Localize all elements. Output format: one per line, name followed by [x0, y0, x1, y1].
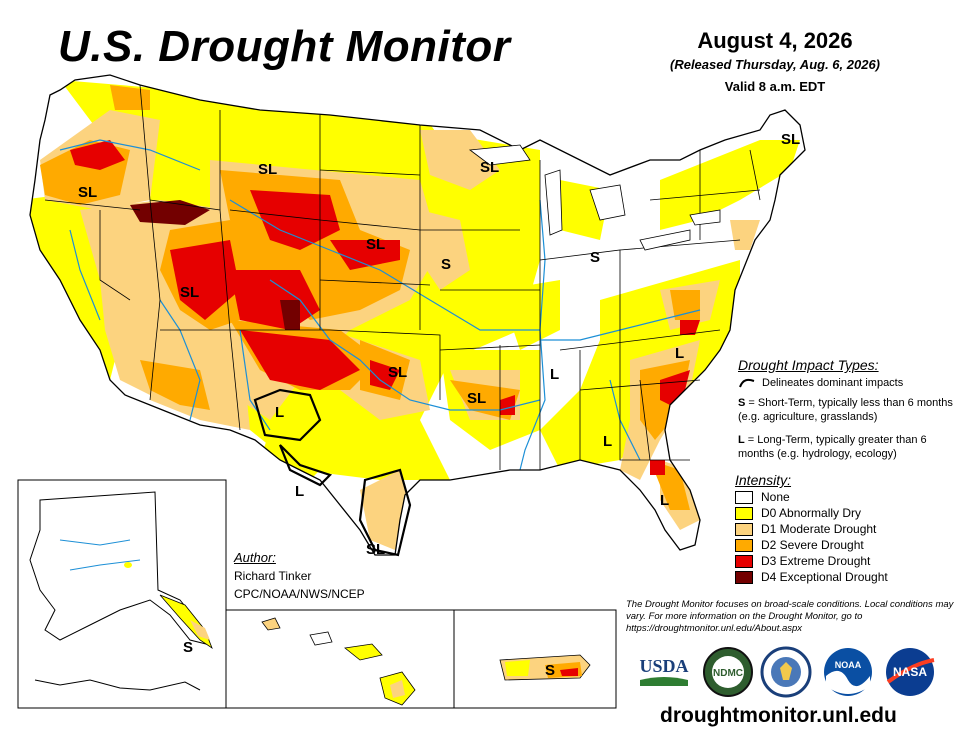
- region-label: SL: [480, 159, 499, 176]
- legend-label: D0 Abnormally Dry: [761, 506, 862, 520]
- usda-logo: USDA: [636, 652, 692, 692]
- impact-short-term: S = Short-Term, typically less than 6 mo…: [738, 396, 953, 424]
- legend-item-d3: D3 Extreme Drought: [735, 554, 870, 568]
- region-label: SL: [366, 541, 385, 558]
- region-label: S: [183, 639, 193, 656]
- legend-label: D4 Exceptional Drought: [761, 570, 888, 584]
- puerto-rico-inset: S: [453, 609, 617, 709]
- region-labels: SL SL SL SL SL S S SL SL L L SL L L L L …: [78, 131, 800, 558]
- conus-map: SL SL SL SL SL S S SL SL L L SL L L L L …: [29, 74, 806, 558]
- valid-time: Valid 8 a.m. EDT: [724, 79, 826, 94]
- ndmc-logo: NDMC: [702, 646, 754, 698]
- region-label: SL: [781, 131, 800, 148]
- impact-long-term-key: L: [738, 434, 745, 446]
- region-label: S: [545, 662, 555, 679]
- region-label: S: [590, 249, 600, 266]
- website-url: droughtmonitor.unl.edu: [660, 704, 897, 727]
- legend-item-none: None: [735, 490, 790, 504]
- legend-item-d1: D1 Moderate Drought: [735, 522, 876, 536]
- usda-logo-text: USDA: [639, 656, 688, 676]
- impact-short-term-text: = Short-Term, typically less than 6 mont…: [738, 397, 953, 423]
- legend-label: None: [761, 490, 790, 504]
- hawaii-inset: [225, 609, 455, 709]
- region-label: SL: [258, 161, 277, 178]
- alaska-inset: S: [17, 479, 227, 709]
- region-label: SL: [467, 390, 486, 407]
- legend-swatch: [735, 554, 753, 568]
- great-lakes: [468, 144, 721, 251]
- impact-legend-title: Drought Impact Types:: [738, 357, 879, 373]
- region-label: SL: [78, 184, 97, 201]
- region-label: L: [550, 366, 559, 383]
- region-label: L: [603, 433, 612, 450]
- author-heading: Author:: [234, 550, 276, 565]
- map-date: August 4, 2026: [697, 28, 853, 53]
- footnote: The Drought Monitor focuses on broad-sca…: [626, 599, 954, 634]
- legend-label: D1 Moderate Drought: [761, 522, 877, 536]
- noaa-logo: NOAA: [822, 646, 874, 698]
- region-label: L: [275, 404, 284, 421]
- region-label: SL: [366, 236, 385, 253]
- region-label: L: [295, 483, 304, 500]
- ndmc-logo-text: NDMC: [713, 668, 743, 679]
- legend-item-d2: D2 Severe Drought: [735, 538, 864, 552]
- legend-label: D2 Severe Drought: [761, 538, 864, 552]
- region-label: L: [675, 345, 684, 362]
- legend-label: D3 Extreme Drought: [761, 554, 871, 568]
- region-label: L: [660, 492, 669, 509]
- state-borders: [44, 84, 761, 470]
- region-label: SL: [180, 284, 199, 301]
- noaa-logo-text: NOAA: [835, 660, 862, 670]
- nasa-logo: NASA: [882, 646, 938, 698]
- legend-swatch: [735, 570, 753, 584]
- commerce-seal-logo: [760, 646, 812, 698]
- legend-swatch: [735, 538, 753, 552]
- legend-swatch: [735, 522, 753, 536]
- author-organization: CPC/NOAA/NWS/NCEP: [234, 587, 365, 601]
- impact-short-term-key: S: [738, 397, 746, 409]
- author-name: Richard Tinker: [234, 569, 312, 583]
- legend-swatch: [735, 506, 753, 520]
- region-label: S: [441, 256, 451, 273]
- d4-areas: [130, 200, 300, 330]
- map-title: U.S. Drought Monitor: [58, 22, 511, 71]
- impact-lines: [253, 388, 412, 557]
- delineation-line-icon: [739, 378, 755, 388]
- impact-long-term: L = Long-Term, typically greater than 6 …: [738, 433, 953, 461]
- impact-delineates-text: Delineates dominant impacts: [762, 377, 904, 389]
- impact-long-term-text: = Long-Term, typically greater than 6 mo…: [738, 434, 927, 460]
- region-label: SL: [388, 364, 407, 381]
- intensity-legend-title: Intensity:: [735, 472, 792, 488]
- release-date: (Released Thursday, Aug. 6, 2026): [670, 57, 880, 72]
- legend-swatch: [735, 490, 753, 504]
- impact-delineates-row: Delineates dominant impacts: [738, 376, 953, 390]
- nasa-logo-text: NASA: [893, 665, 927, 679]
- legend-item-d4: D4 Exceptional Drought: [735, 570, 888, 584]
- legend-item-d0: D0 Abnormally Dry: [735, 506, 861, 520]
